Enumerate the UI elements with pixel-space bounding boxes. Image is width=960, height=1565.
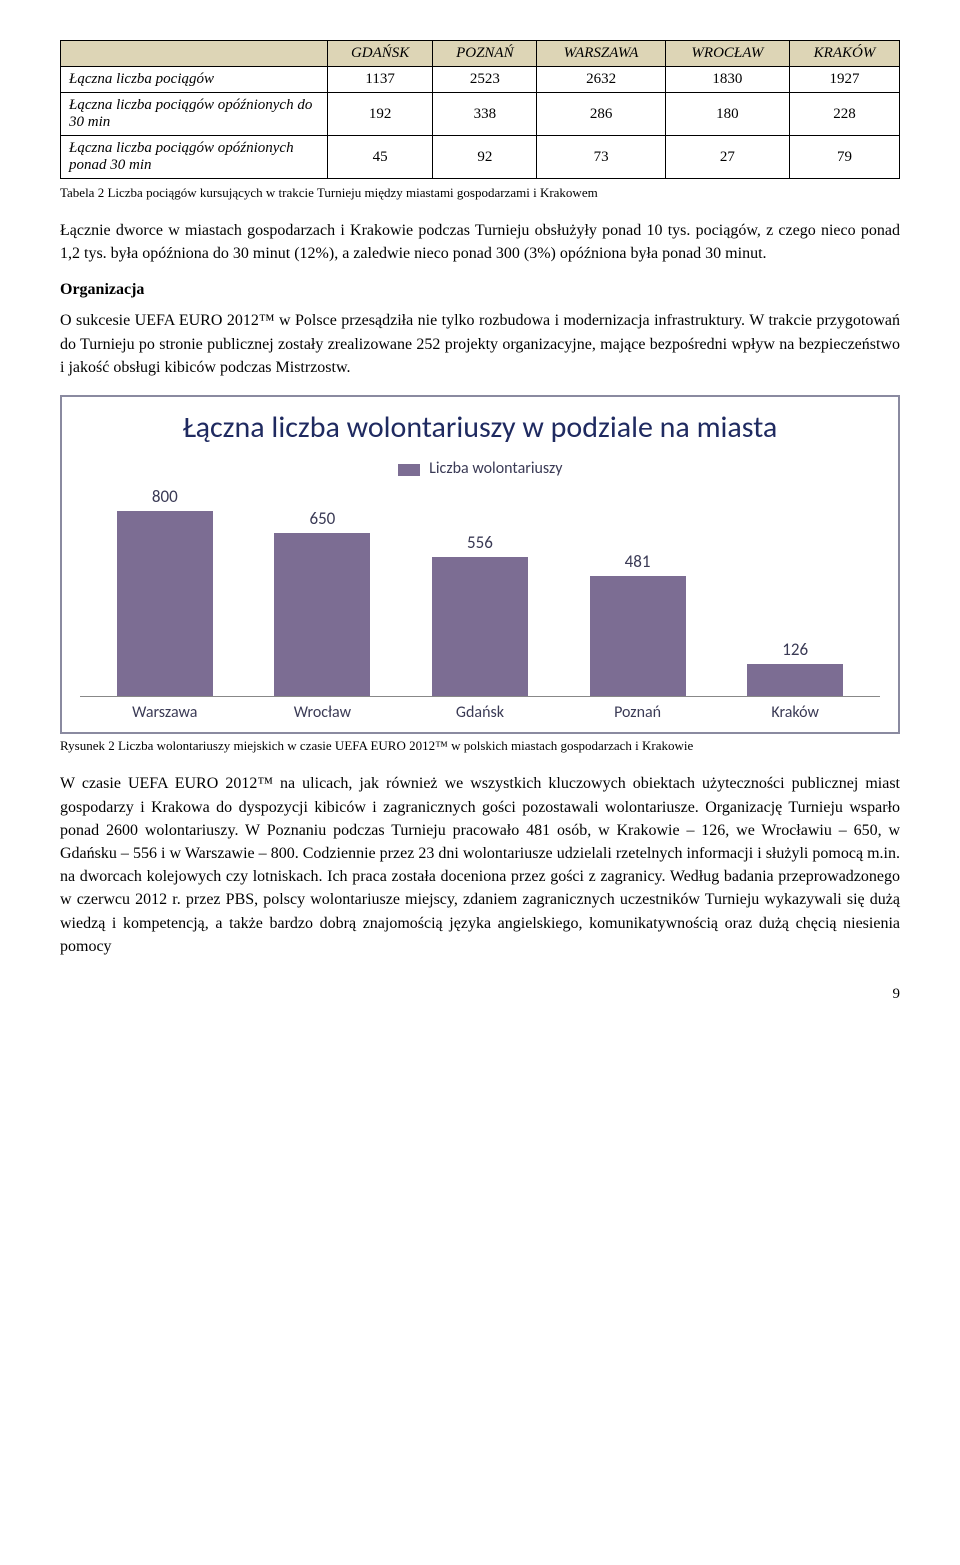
table-cell: 1137 <box>328 67 433 93</box>
section-heading-organizacja: Organizacja <box>60 281 900 299</box>
table-cell: 27 <box>665 136 789 179</box>
table-cell: 73 <box>537 136 665 179</box>
bar <box>432 557 528 696</box>
bar-value-label: 481 <box>625 551 651 572</box>
legend-swatch <box>398 464 420 476</box>
legend-label: Liczba wolontariuszy <box>429 459 562 478</box>
paragraph-volunteers: W czasie UEFA EURO 2012™ na ulicach, jak… <box>60 772 900 958</box>
table-cell: 338 <box>433 93 537 136</box>
table-cell: 79 <box>790 136 900 179</box>
row-label: Łączna liczba pociągów opóźnionych do 30… <box>61 93 328 136</box>
volunteers-chart-frame: Łączna liczba wolontariuszy w podziale n… <box>60 395 900 735</box>
chart-plot-area: 800 650 556 481 126 <box>80 486 880 697</box>
bar <box>590 576 686 696</box>
table-cell: 1830 <box>665 67 789 93</box>
col-header: WROCŁAW <box>665 41 789 67</box>
chart-legend: Liczba wolontariuszy <box>80 459 880 478</box>
table-corner-cell <box>61 41 328 67</box>
bar-value-label: 126 <box>782 639 808 660</box>
bar-value-label: 650 <box>309 508 335 529</box>
table-cell: 92 <box>433 136 537 179</box>
paragraph-organizacja-intro: O sukcesie UEFA EURO 2012™ w Polsce prze… <box>60 309 900 379</box>
table-cell: 2523 <box>433 67 537 93</box>
col-header: WARSZAWA <box>537 41 665 67</box>
table-caption: Tabela 2 Liczba pociągów kursujących w t… <box>60 185 900 201</box>
x-axis-label: Warszawa <box>86 703 244 722</box>
table-cell: 45 <box>328 136 433 179</box>
train-delay-table: GDAŃSK POZNAŃ WARSZAWA WROCŁAW KRAKÓW Łą… <box>60 40 900 179</box>
bar-value-label: 556 <box>467 532 493 553</box>
table-cell: 180 <box>665 93 789 136</box>
x-axis-label: Gdańsk <box>401 703 559 722</box>
x-axis-label: Poznań <box>559 703 717 722</box>
paragraph-trains: Łącznie dworce w miastach gospodarzach i… <box>60 219 900 265</box>
bar-column: 800 <box>86 486 244 696</box>
table-cell: 2632 <box>537 67 665 93</box>
bar-column: 650 <box>244 486 402 696</box>
table-cell: 286 <box>537 93 665 136</box>
col-header: KRAKÓW <box>790 41 900 67</box>
page-number: 9 <box>60 986 900 1003</box>
col-header: GDAŃSK <box>328 41 433 67</box>
bar-column: 481 <box>559 486 717 696</box>
x-axis-label: Kraków <box>716 703 874 722</box>
chart-title: Łączna liczba wolontariuszy w podziale n… <box>80 411 880 446</box>
table-row: Łączna liczba pociągów opóźnionych do 30… <box>61 93 900 136</box>
col-header: POZNAŃ <box>433 41 537 67</box>
row-label: Łączna liczba pociągów opóźnionych ponad… <box>61 136 328 179</box>
table-row: Łączna liczba pociągów113725232632183019… <box>61 67 900 93</box>
bar <box>747 664 843 696</box>
bar <box>274 533 370 696</box>
chart-x-axis: WarszawaWrocławGdańskPoznańKraków <box>80 697 880 724</box>
table-row: Łączna liczba pociągów opóźnionych ponad… <box>61 136 900 179</box>
x-axis-label: Wrocław <box>244 703 402 722</box>
table-cell: 1927 <box>790 67 900 93</box>
bar-column: 126 <box>716 486 874 696</box>
chart-caption: Rysunek 2 Liczba wolontariuszy miejskich… <box>60 738 900 754</box>
row-label: Łączna liczba pociągów <box>61 67 328 93</box>
bar-column: 556 <box>401 486 559 696</box>
bar-value-label: 800 <box>152 486 178 507</box>
bar <box>117 511 213 696</box>
table-cell: 192 <box>328 93 433 136</box>
table-cell: 228 <box>790 93 900 136</box>
